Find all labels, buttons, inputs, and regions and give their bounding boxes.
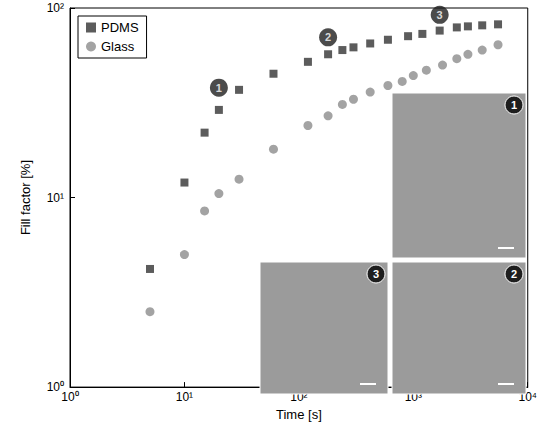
svg-text:10¹: 10¹ xyxy=(47,191,64,205)
svg-text:1: 1 xyxy=(511,99,517,111)
svg-text:10⁴: 10⁴ xyxy=(518,390,537,405)
svg-text:3: 3 xyxy=(373,268,379,280)
svg-text:10²: 10² xyxy=(47,1,64,15)
svg-text:2: 2 xyxy=(325,31,331,43)
svg-text:2: 2 xyxy=(511,268,517,280)
svg-text:10¹: 10¹ xyxy=(176,390,193,404)
svg-text:Fill factor [%]: Fill factor [%] xyxy=(18,160,33,235)
svg-text:Time [s]: Time [s] xyxy=(276,407,322,422)
svg-text:10³: 10³ xyxy=(404,390,422,405)
svg-text:Glass: Glass xyxy=(101,39,135,54)
svg-text:PDMS: PDMS xyxy=(101,20,139,35)
svg-text:10⁰: 10⁰ xyxy=(61,390,78,404)
svg-text:3: 3 xyxy=(437,9,443,21)
svg-text:1: 1 xyxy=(216,82,222,94)
svg-text:10⁰: 10⁰ xyxy=(46,380,64,395)
svg-text:10²: 10² xyxy=(290,390,308,405)
